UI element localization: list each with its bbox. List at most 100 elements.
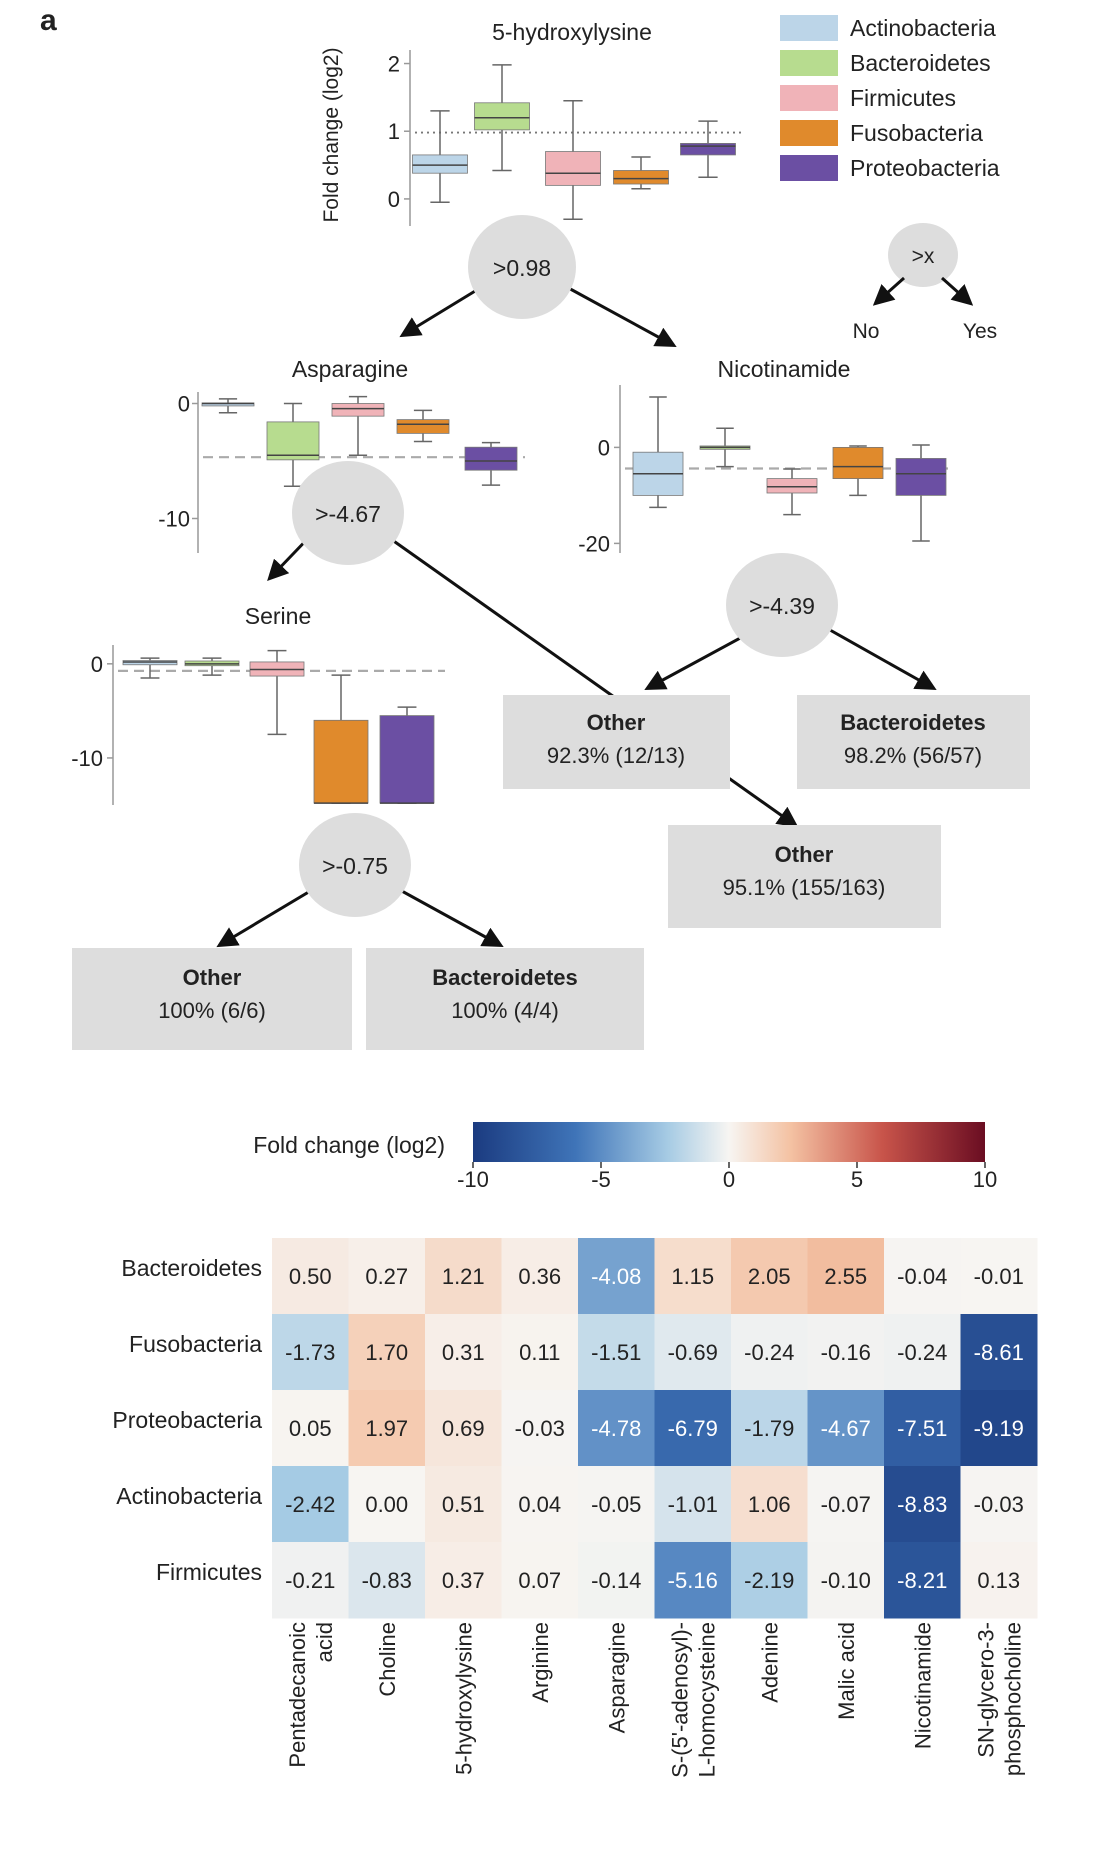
- heatmap-cell: [501, 1238, 579, 1315]
- heatmap-cell: [654, 1542, 732, 1619]
- box-body: [412, 154, 468, 174]
- boxplot-tick-label: 1: [388, 119, 400, 144]
- box-bacteroidetes: [474, 64, 530, 172]
- heatmap-column-label: Choline: [375, 1622, 400, 1697]
- heatmap-cell: [731, 1466, 808, 1543]
- box-body: [396, 419, 450, 434]
- tree-leaf-1-value: 92.3% (12/13): [547, 743, 685, 768]
- heatmap-cell: [807, 1542, 885, 1619]
- tree-leaf-5-title: Bacteroidetes: [432, 965, 578, 990]
- heatmap-cell: [348, 1466, 426, 1543]
- legend-swatch-bacteroidetes: [780, 50, 838, 76]
- heatmap-cell-value: -1.73: [285, 1340, 335, 1365]
- heatmap-cell-value: -4.67: [821, 1416, 871, 1441]
- boxplot-title: Nicotinamide: [718, 356, 851, 382]
- heatmap-cell: [501, 1390, 579, 1467]
- boxplot-tick-label: 0: [598, 435, 610, 460]
- heatmap-cell-value: 0.50: [289, 1264, 332, 1289]
- heatmap-cell: [884, 1238, 961, 1315]
- heatmap-cell: [960, 1390, 1038, 1467]
- boxplot-title: Serine: [245, 603, 311, 629]
- heatmap-cell: [654, 1314, 732, 1391]
- legend-label-firmicutes: Firmicutes: [850, 85, 956, 111]
- boxplot-title: Asparagine: [292, 356, 408, 382]
- box-proteobacteria: [895, 444, 947, 542]
- heatmap-cell-value: 1.97: [365, 1416, 408, 1441]
- legend-swatch-fusobacteria: [780, 120, 838, 146]
- heatmap-column-label: Adenine: [757, 1622, 782, 1703]
- heatmap-cell-value: -0.14: [591, 1568, 641, 1593]
- key-yes-label: Yes: [963, 320, 997, 343]
- heatmap-cell-value: -0.21: [285, 1568, 335, 1593]
- panel-label: a: [40, 4, 57, 37]
- box-body: [331, 403, 385, 417]
- box-actinobacteria: [122, 657, 178, 679]
- tree-node-4: >-0.75: [299, 813, 411, 917]
- box-body: [766, 478, 818, 494]
- edge-serine-yes: [399, 888, 504, 948]
- tree-node-1-label: >0.98: [493, 255, 551, 281]
- box-proteobacteria: [464, 441, 518, 486]
- box-body: [895, 458, 947, 496]
- heatmap-cell: [501, 1542, 579, 1619]
- heatmap-cell-value: 0.13: [977, 1568, 1020, 1593]
- box-fusobacteria: [396, 409, 450, 443]
- tree-leaf-5: Bacteroidetes 100% (4/4): [366, 948, 644, 1050]
- heatmap-column-label: Malic acid: [834, 1622, 859, 1720]
- heatmap-cell-value: 1.70: [365, 1340, 408, 1365]
- heatmap-cell-value: -8.83: [897, 1492, 947, 1517]
- heatmap-cell: [654, 1238, 732, 1315]
- colorbar-tick-label: 5: [851, 1167, 863, 1192]
- box-fusobacteria: [313, 674, 369, 804]
- heatmap-cell-value: -0.24: [897, 1340, 947, 1365]
- colorbar-tick-label: -5: [591, 1167, 611, 1192]
- heatmap-column-label: acid: [312, 1622, 337, 1662]
- heatmap-cell-value: -0.03: [974, 1492, 1024, 1517]
- tree-leaf-2: Bacteroidetes 98.2% (56/57): [797, 695, 1030, 789]
- heatmap-column-label: Pentadecanoic: [285, 1622, 310, 1768]
- tree-leaf-2-title: Bacteroidetes: [840, 710, 986, 735]
- heatmap-cell-value: -6.79: [668, 1416, 718, 1441]
- heatmap-cell: [501, 1314, 579, 1391]
- tree-node-2-label: >-4.67: [315, 501, 381, 527]
- boxplot-tick-label: -10: [71, 746, 103, 771]
- heatmap-cell: [884, 1314, 961, 1391]
- box-firmicutes: [545, 100, 601, 220]
- heatmap-row-label-bacteroidetes: Bacteroidetes: [121, 1255, 262, 1281]
- heatmap-cell: [272, 1466, 349, 1543]
- tree-node-3: >-4.39: [726, 553, 838, 657]
- tree-leaf-4-title: Other: [183, 965, 242, 990]
- boxplot-title: 5-hydroxylysine: [492, 19, 652, 45]
- heatmap-cell-value: -1.01: [668, 1492, 718, 1517]
- heatmap-cell-value: -1.79: [744, 1416, 794, 1441]
- heatmap-cell-value: 0.36: [518, 1264, 561, 1289]
- heatmap-cell-value: 0.27: [365, 1264, 408, 1289]
- heatmap-cell: [425, 1466, 502, 1543]
- heatmap-cell-value: 0.05: [289, 1416, 332, 1441]
- box-firmicutes: [331, 395, 385, 456]
- box-body: [379, 715, 435, 804]
- heatmap-cell-value: -0.16: [821, 1340, 871, 1365]
- heatmap-column-label: Nicotinamide: [910, 1622, 935, 1749]
- heatmap-cell: [731, 1390, 808, 1467]
- heatmap-cell: [884, 1390, 961, 1467]
- heatmap-cell-value: 0.37: [442, 1568, 485, 1593]
- heatmap-cell: [348, 1314, 426, 1391]
- colorbar-tick-label: -10: [457, 1167, 489, 1192]
- box-fusobacteria: [832, 445, 884, 497]
- heatmap-cell-value: 2.05: [748, 1264, 791, 1289]
- boxplot-tick-label: 0: [388, 187, 400, 212]
- box-proteobacteria: [680, 120, 736, 179]
- tree-leaf-2-value: 98.2% (56/57): [844, 743, 982, 768]
- heatmap-cell: [960, 1314, 1038, 1391]
- boxplot-tick-label: 0: [91, 652, 103, 677]
- box-body: [680, 143, 736, 156]
- legend-label-proteobacteria: Proteobacteria: [850, 155, 1000, 181]
- heatmap-cell: [807, 1466, 885, 1543]
- boxplot-tick-label: 0: [178, 392, 190, 417]
- heatmap-cell-value: 1.06: [748, 1492, 791, 1517]
- heatmap-cell: [578, 1390, 655, 1467]
- colorbar: Fold change (log2) -10 -5 0 5 10: [253, 1122, 997, 1192]
- tree-leaf-3: Other 95.1% (155/163): [668, 825, 941, 928]
- heatmap-cell: [272, 1390, 349, 1467]
